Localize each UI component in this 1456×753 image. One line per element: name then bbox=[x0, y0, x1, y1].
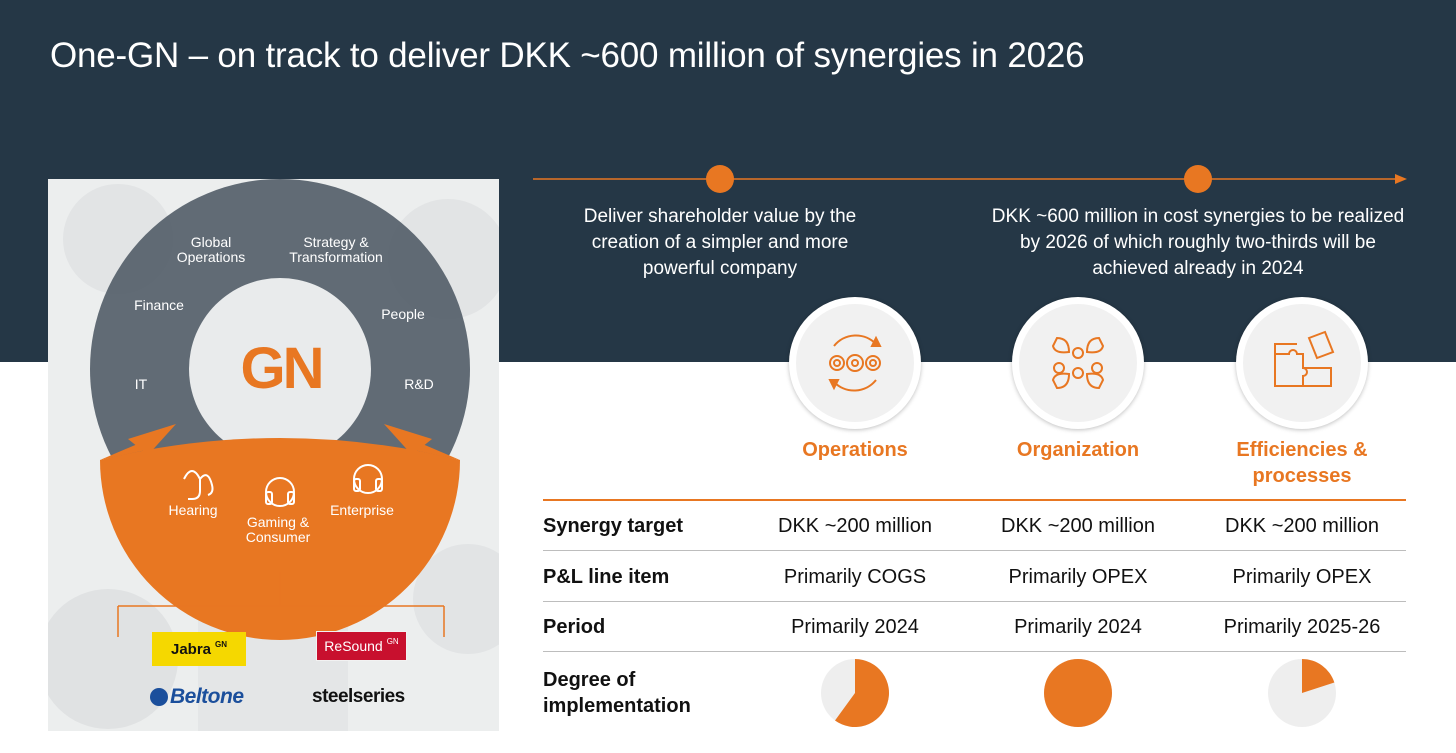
goal-cost-synergies: DKK ~600 million in cost synergies to be… bbox=[991, 206, 1405, 279]
resound-logo: ReSound GN bbox=[316, 631, 407, 661]
pie-efficiencies-background bbox=[1268, 659, 1336, 727]
timeline-arrow bbox=[533, 165, 1407, 193]
efficiencies-icon-circle bbox=[1236, 297, 1368, 429]
timeline-milestone-2 bbox=[1184, 165, 1212, 193]
people-network-icon bbox=[1051, 336, 1105, 390]
table-top-rule bbox=[543, 499, 1406, 501]
organization-icon-circle bbox=[1012, 297, 1144, 429]
goal-shareholder-value: Deliver shareholder value by the creatio… bbox=[583, 206, 857, 279]
function-finance: Finance bbox=[134, 297, 184, 313]
cell-period-operations: Primarily 2024 bbox=[791, 616, 919, 638]
cell-pl-organization: Primarily OPEX bbox=[1008, 566, 1148, 588]
cell-synergy-organization: DKK ~200 million bbox=[1001, 515, 1155, 537]
cell-synergy-operations: DKK ~200 million bbox=[778, 515, 932, 537]
function-rd: R&D bbox=[404, 376, 434, 392]
category-organization: Organization bbox=[1016, 439, 1140, 461]
cell-pl-operations: Primarily COGS bbox=[783, 566, 927, 588]
operations-icon-circle bbox=[789, 297, 921, 429]
gn-logo: GN bbox=[240, 336, 325, 401]
globe-icon bbox=[150, 688, 168, 706]
segment-enterprise: Enterprise bbox=[330, 502, 394, 518]
function-it: IT bbox=[134, 376, 148, 392]
jabra-logo: Jabra GN bbox=[152, 632, 246, 666]
steelseries-logo: steelseries bbox=[312, 686, 405, 707]
row-label-degree: Degree of implementation bbox=[543, 669, 691, 717]
table-rule bbox=[543, 651, 1406, 652]
table-rule bbox=[543, 601, 1406, 602]
row-label-synergy-target: Synergy target bbox=[543, 515, 684, 537]
category-efficiencies: Efficiencies & processes bbox=[1236, 439, 1368, 487]
gn-wheel bbox=[48, 179, 499, 731]
beltone-logo: Beltone bbox=[150, 684, 244, 710]
cell-pl-efficiencies: Primarily OPEX bbox=[1232, 566, 1372, 588]
puzzle-icon bbox=[1274, 330, 1335, 387]
function-people: People bbox=[381, 306, 425, 322]
gn-structure-panel: GN Global Operations Strategy & Transfor… bbox=[48, 179, 499, 731]
table-rule bbox=[543, 550, 1406, 551]
cell-period-organization: Primarily 2024 bbox=[1014, 616, 1142, 638]
row-label-pl-line-item: P&L line item bbox=[543, 566, 670, 588]
segment-hearing: Hearing bbox=[168, 502, 218, 518]
function-global-operations: Global Operations bbox=[176, 234, 246, 265]
page-title: One-GN – on track to deliver DKK ~600 mi… bbox=[50, 36, 1085, 75]
pie-organization-fill bbox=[1044, 659, 1112, 727]
pie-operations-fill bbox=[835, 659, 890, 728]
category-operations: Operations bbox=[802, 439, 908, 461]
segment-gaming-consumer: Gaming & Consumer bbox=[245, 514, 311, 545]
cell-period-efficiencies: Primarily 2025-26 bbox=[1223, 616, 1381, 638]
pie-operations-background bbox=[821, 659, 889, 727]
row-label-period: Period bbox=[543, 616, 606, 638]
cell-synergy-efficiencies: DKK ~200 million bbox=[1225, 515, 1379, 537]
function-strategy-transformation: Strategy & Transformation bbox=[289, 234, 383, 265]
pie-efficiencies-fill bbox=[1302, 659, 1335, 693]
gears-cycle-icon bbox=[828, 334, 882, 392]
timeline-milestone-1 bbox=[706, 165, 734, 193]
pie-organization-background bbox=[1044, 659, 1112, 727]
